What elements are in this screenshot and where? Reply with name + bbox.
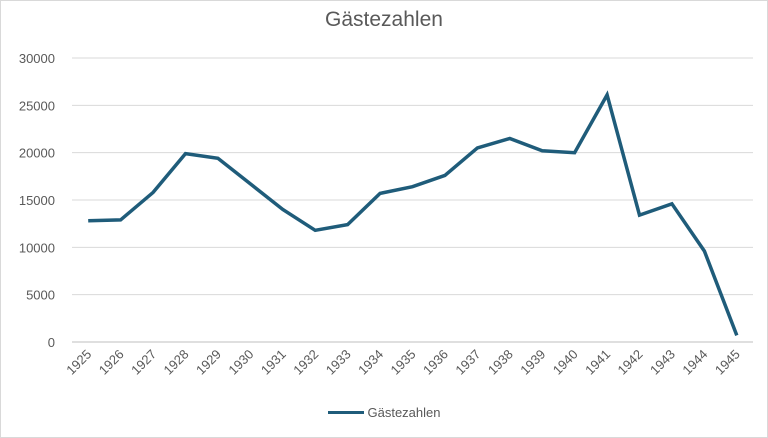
- chart-title: Gästezahlen: [325, 8, 443, 31]
- x-tick-label: 1944: [679, 347, 710, 378]
- x-tick-label: 1934: [355, 347, 386, 378]
- y-tick-label: 0: [48, 335, 55, 350]
- x-tick-label: 1931: [258, 347, 289, 378]
- y-tick-label: 30000: [19, 51, 55, 66]
- x-tick-label: 1925: [63, 347, 94, 378]
- x-tick-label: 1928: [161, 347, 192, 378]
- x-tick-label: 1932: [290, 347, 321, 378]
- x-tick-label: 1940: [550, 347, 581, 378]
- x-tick-label: 1943: [647, 347, 678, 378]
- y-tick-label: 25000: [19, 98, 55, 113]
- x-tick-label: 1939: [517, 347, 548, 378]
- x-tick-label: 1945: [712, 347, 743, 378]
- legend: Gästezahlen: [0, 405, 768, 420]
- x-tick-label: 1937: [452, 347, 483, 378]
- x-tick-label: 1942: [615, 347, 646, 378]
- x-tick-label: 1926: [96, 347, 127, 378]
- x-tick-label: 1935: [388, 347, 419, 378]
- x-tick-label: 1930: [225, 347, 256, 378]
- x-tick-label: 1933: [323, 347, 354, 378]
- y-tick-label: 15000: [19, 193, 55, 208]
- y-tick-label: 20000: [19, 146, 55, 161]
- legend-swatch: [327, 411, 364, 415]
- x-tick-label: 1929: [193, 347, 224, 378]
- x-tick-label: 1938: [485, 347, 516, 378]
- x-tick-label: 1941: [582, 347, 613, 378]
- x-tick-label: 1927: [128, 347, 159, 378]
- y-tick-label: 10000: [19, 240, 55, 255]
- x-tick-label: 1936: [420, 347, 451, 378]
- y-tick-label: 5000: [26, 288, 55, 303]
- legend-label: Gästezahlen: [367, 405, 441, 420]
